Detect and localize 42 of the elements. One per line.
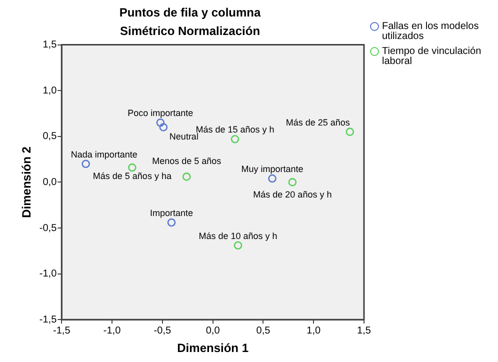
x-tick-label: 0,5 (256, 325, 271, 336)
point (182, 172, 191, 181)
y-tick-label: 1,5 (42, 40, 58, 51)
annotation: Poco importante (128, 108, 194, 118)
y-tick-label: 1,0 (42, 85, 58, 96)
x-tick-label: -1,0 (103, 325, 122, 336)
point (230, 135, 240, 144)
point (82, 160, 90, 168)
point (156, 118, 165, 127)
annotation: Más de 20 años y h (253, 190, 332, 200)
x-tick-label: -0,5 (154, 325, 172, 336)
annotation: Muy importante (241, 164, 304, 174)
annotation: Importante (150, 208, 194, 218)
y-tick-label: 0,5 (42, 131, 58, 142)
chart-title: Puntos de fila y columna (119, 6, 262, 20)
point (159, 123, 168, 132)
point (346, 128, 354, 136)
annotation: Más de 5 años y ha (92, 171, 172, 182)
y-tick-label: -1,0 (39, 268, 58, 280)
x-tick-label: -1,5 (53, 325, 71, 336)
point (268, 174, 276, 183)
annotation: Más de 15 años y h (196, 124, 274, 135)
point (234, 241, 242, 250)
y-axis-title: Dimensión 2 (20, 146, 34, 218)
x-tick-label: 1,5 (357, 325, 372, 336)
legend-label: Tiempo de vinculación laboral (382, 46, 482, 67)
point (288, 178, 297, 186)
x-tick-label: 0,0 (206, 325, 220, 336)
annotation: Nada importante (70, 149, 138, 160)
x-axis-title: Dimensión 1 (177, 341, 249, 356)
annotation: Neutral (169, 132, 198, 142)
y-tick-label: -0,5 (39, 222, 58, 234)
legend-label: Fallas en los modelos utilizados (382, 21, 480, 42)
annotation: Menos de 5 años (152, 156, 222, 166)
y-tick-label: -1,5 (39, 314, 58, 326)
point (128, 163, 136, 172)
x-tick-label: 1,0 (306, 325, 321, 336)
chart-subtitle: Simétrico Normalización (120, 24, 260, 38)
annotation: Más de 25 años (286, 117, 350, 128)
point (167, 218, 176, 227)
y-tick-label: 0,0 (42, 176, 58, 188)
annotation: Más de 10 años y h (198, 230, 278, 241)
